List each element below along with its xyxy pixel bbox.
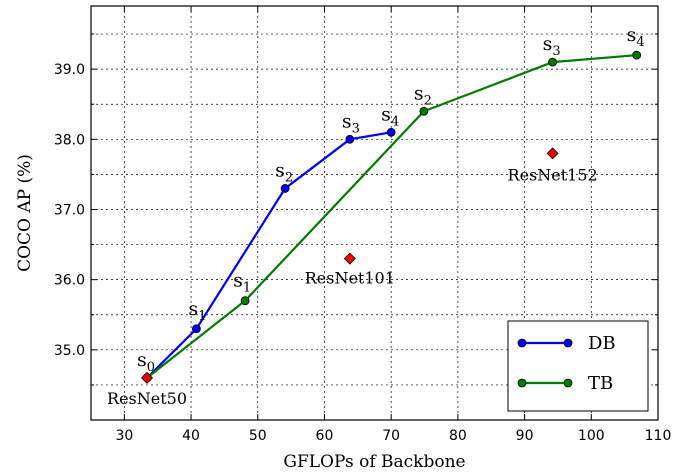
point-label-main: s — [342, 110, 352, 132]
point-label: s3 — [342, 110, 360, 136]
point-label-sub: 2 — [424, 93, 432, 108]
y-tick-label: 35.0 — [54, 343, 85, 359]
point-label-sub: 4 — [391, 114, 399, 129]
point-label: s2 — [414, 82, 432, 108]
baseline-layer: ResNet50 ResNet101 ResNet152 — [107, 147, 598, 408]
baseline-marker — [343, 252, 356, 265]
x-tick-label: 110 — [645, 428, 672, 444]
point-label: s1 — [188, 298, 206, 324]
series-line-db — [146, 131, 392, 379]
point-tb — [632, 50, 642, 60]
point-label: s0 — [137, 349, 155, 375]
baseline-marker — [141, 371, 154, 384]
y-tick-label: 36.0 — [54, 273, 85, 289]
point-db — [191, 324, 201, 334]
baseline-label: ResNet152 — [508, 165, 598, 184]
point-label-main: s — [381, 103, 391, 125]
baseline-label: ResNet50 — [107, 389, 187, 408]
legend-marker — [563, 338, 573, 348]
point-label: s1 — [233, 270, 251, 296]
point-label-main: s — [233, 270, 243, 292]
legend-marker — [517, 338, 527, 348]
baseline-marker — [546, 147, 559, 160]
legend-label-tb: TB — [588, 373, 613, 394]
point-label-sub: 4 — [636, 35, 644, 50]
point-db — [386, 127, 396, 137]
point-label-sub: 1 — [243, 281, 251, 296]
point-label-sub: 1 — [198, 309, 206, 324]
legend-marker — [563, 378, 573, 388]
x-axis-label: GFLOPs of Backbone — [283, 452, 465, 472]
point-label: s2 — [275, 159, 293, 185]
point-label-main: s — [188, 298, 198, 320]
x-tick-label: 30 — [115, 428, 133, 444]
point-tb — [548, 57, 558, 67]
point-label-main: s — [543, 33, 553, 55]
point-label-sub: 3 — [552, 44, 560, 59]
point-label: s4 — [627, 24, 645, 50]
point-db — [345, 134, 355, 144]
point-tb — [419, 106, 429, 116]
legend-marker — [517, 378, 527, 388]
point-label-main: s — [137, 349, 147, 371]
point-label: s4 — [381, 103, 399, 129]
x-tick-label: 100 — [578, 428, 605, 444]
y-axis-label: COCO AP (%) — [15, 154, 35, 272]
point-label-main: s — [627, 24, 637, 46]
x-tick-label: 60 — [316, 428, 334, 444]
x-tick-label: 40 — [182, 428, 200, 444]
x-tick-label: 90 — [516, 428, 534, 444]
point-label-main: s — [275, 159, 285, 181]
x-tick-label: 70 — [382, 428, 400, 444]
point-label-sub: 0 — [147, 360, 155, 375]
point-label-main: s — [414, 82, 424, 104]
y-tick-label: 38.0 — [54, 132, 85, 148]
point-label: s3 — [543, 33, 561, 59]
legend-label-db: DB — [588, 333, 616, 354]
legend-box — [507, 320, 649, 412]
x-tick-label: 50 — [249, 428, 267, 444]
legend: DB TB — [507, 320, 649, 412]
point-tb — [240, 296, 250, 306]
baseline-label: ResNet101 — [305, 269, 395, 288]
x-tick-label: 80 — [449, 428, 467, 444]
plot-frame — [90, 5, 659, 421]
point-db — [280, 184, 290, 193]
point-label-sub: 3 — [352, 121, 360, 136]
point-label-sub: 2 — [285, 170, 293, 185]
y-tick-label: 37.0 — [54, 202, 85, 218]
y-tick-label: 39.0 — [54, 62, 85, 78]
